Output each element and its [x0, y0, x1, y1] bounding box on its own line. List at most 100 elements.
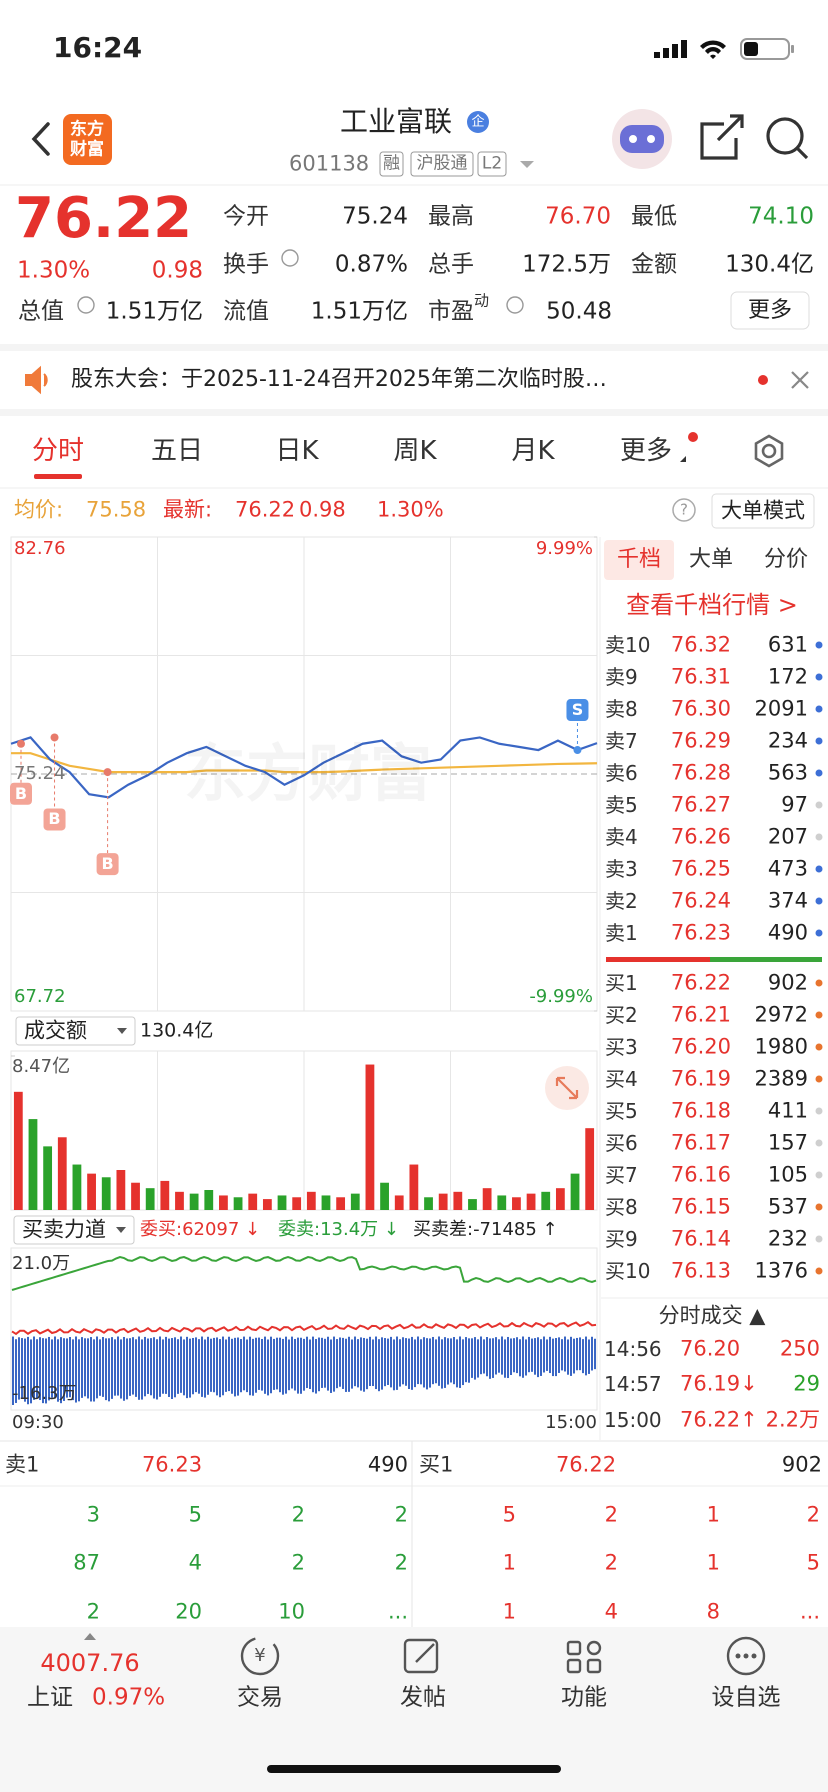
mode-text[interactable]: 大单模式	[721, 498, 805, 523]
latest-label: 最新:	[163, 497, 213, 522]
index-value[interactable]: 4007.76	[40, 1649, 140, 1677]
tab[interactable]: 周K	[393, 436, 437, 466]
strength-bar	[21, 1338, 23, 1399]
back-button[interactable]	[31, 122, 50, 156]
trade-icon[interactable]	[240, 1636, 280, 1676]
chart-frame	[10, 536, 598, 1411]
book-volume: 97	[781, 792, 808, 817]
tab[interactable]: 更多	[619, 436, 673, 466]
watchlist-icon[interactable]	[726, 1636, 766, 1676]
volume-bar	[101, 1177, 111, 1210]
dropdown[interactable]	[520, 161, 534, 168]
help-text: ?	[680, 500, 688, 519]
tab-item[interactable]: 发帖	[400, 1684, 446, 1711]
book-tab[interactable]: 分价	[763, 547, 809, 572]
strength-bar	[189, 1338, 191, 1398]
more-button-text[interactable]: 更多	[747, 298, 793, 323]
book-link[interactable]: 查看千档行情 >	[626, 591, 798, 619]
strength-bar	[480, 1336, 482, 1375]
avatar[interactable]	[612, 109, 672, 169]
strength-bar	[486, 1337, 488, 1377]
strength-select[interactable]	[13, 1215, 135, 1245]
strength-bar	[516, 1337, 518, 1374]
book-dot	[815, 1267, 823, 1275]
strength-sell-line	[11, 1320, 597, 1336]
strength-bar	[399, 1339, 401, 1387]
logo-text: 东方	[70, 119, 104, 140]
book-price: 76.32	[670, 632, 731, 657]
settings-button[interactable]	[754, 434, 784, 468]
logo[interactable]	[63, 114, 112, 165]
volume-select[interactable]	[15, 1016, 136, 1046]
strength-bar	[543, 1336, 545, 1373]
strength-bar	[252, 1338, 254, 1396]
strength-bar	[402, 1337, 404, 1385]
queue-cell: 2	[394, 1502, 408, 1527]
strength-bar	[498, 1339, 500, 1373]
tab-item[interactable]: 设自选	[711, 1684, 781, 1711]
book-volume: 473	[767, 856, 808, 881]
function-icon[interactable]	[566, 1640, 602, 1674]
strength-bar	[381, 1337, 383, 1390]
queue-cell: 4	[604, 1599, 618, 1624]
strength-label[interactable]: 买卖力道	[22, 1217, 106, 1242]
strength-bar	[126, 1338, 128, 1400]
volume-bar	[160, 1180, 170, 1210]
strength-bar	[297, 1337, 299, 1394]
strength-bar	[60, 1337, 62, 1404]
expand-button[interactable]	[545, 1066, 589, 1110]
book-price: 76.19	[670, 1066, 731, 1091]
strength-bar	[462, 1339, 464, 1386]
book-label: 买9	[605, 1227, 638, 1251]
strength-bar	[489, 1338, 491, 1379]
strength-bar	[312, 1336, 314, 1393]
strength-bar	[15, 1339, 17, 1403]
volume-bar	[292, 1197, 302, 1210]
strength-bar	[372, 1339, 374, 1387]
book-dot	[815, 1075, 823, 1083]
strength-bar	[120, 1339, 122, 1399]
strength-bar	[225, 1339, 227, 1392]
tab[interactable]: 日K	[275, 436, 319, 466]
strength-bar	[102, 1337, 104, 1397]
strength-bar	[105, 1338, 107, 1401]
close-button[interactable]	[791, 371, 809, 389]
more-button[interactable]	[730, 291, 810, 330]
field-value: 1.51万亿	[310, 298, 408, 325]
tab-item[interactable]: 交易	[237, 1684, 283, 1711]
queue-cell: 87	[73, 1550, 100, 1575]
strength-bar	[477, 1339, 479, 1378]
strength-bar	[279, 1337, 281, 1393]
tab-item[interactable]: 功能	[561, 1684, 607, 1711]
strength-bar	[309, 1339, 311, 1389]
strength-bar	[591, 1336, 593, 1371]
post-icon[interactable]	[403, 1638, 439, 1674]
share-button[interactable]	[700, 114, 744, 160]
strength-bar	[237, 1337, 239, 1396]
book-tab[interactable]: 千档	[616, 547, 662, 572]
book-volume: 411	[767, 1098, 808, 1123]
tab[interactable]: 分时	[31, 436, 85, 466]
search-button[interactable]	[766, 117, 809, 160]
notice-text[interactable]: 股东大会：于2025-11-24召开2025年第二次临时股…	[71, 367, 607, 392]
tab[interactable]: 月K	[511, 436, 555, 466]
avg-value: 75.58	[86, 497, 147, 522]
strength-bar	[99, 1339, 101, 1396]
volume-label[interactable]: 成交额	[24, 1018, 87, 1043]
help-icon[interactable]	[672, 498, 696, 522]
strength-bar	[261, 1338, 263, 1391]
change-pct: 1.30%	[17, 257, 91, 284]
field-value: 0.87%	[334, 251, 408, 278]
badge-text: 企	[471, 114, 485, 130]
strength-bar	[384, 1338, 386, 1387]
strength-bar	[540, 1339, 542, 1376]
strength-bar	[291, 1336, 293, 1389]
book-price: 76.22	[670, 970, 731, 995]
strength-bar	[108, 1338, 110, 1402]
queue-cell: ...	[799, 1599, 820, 1624]
strength-bar	[201, 1336, 203, 1397]
mode-button[interactable]	[711, 493, 815, 529]
tab[interactable]: 五日	[150, 436, 204, 466]
strength-bar	[354, 1336, 356, 1387]
book-tab[interactable]: 大单	[688, 547, 734, 572]
